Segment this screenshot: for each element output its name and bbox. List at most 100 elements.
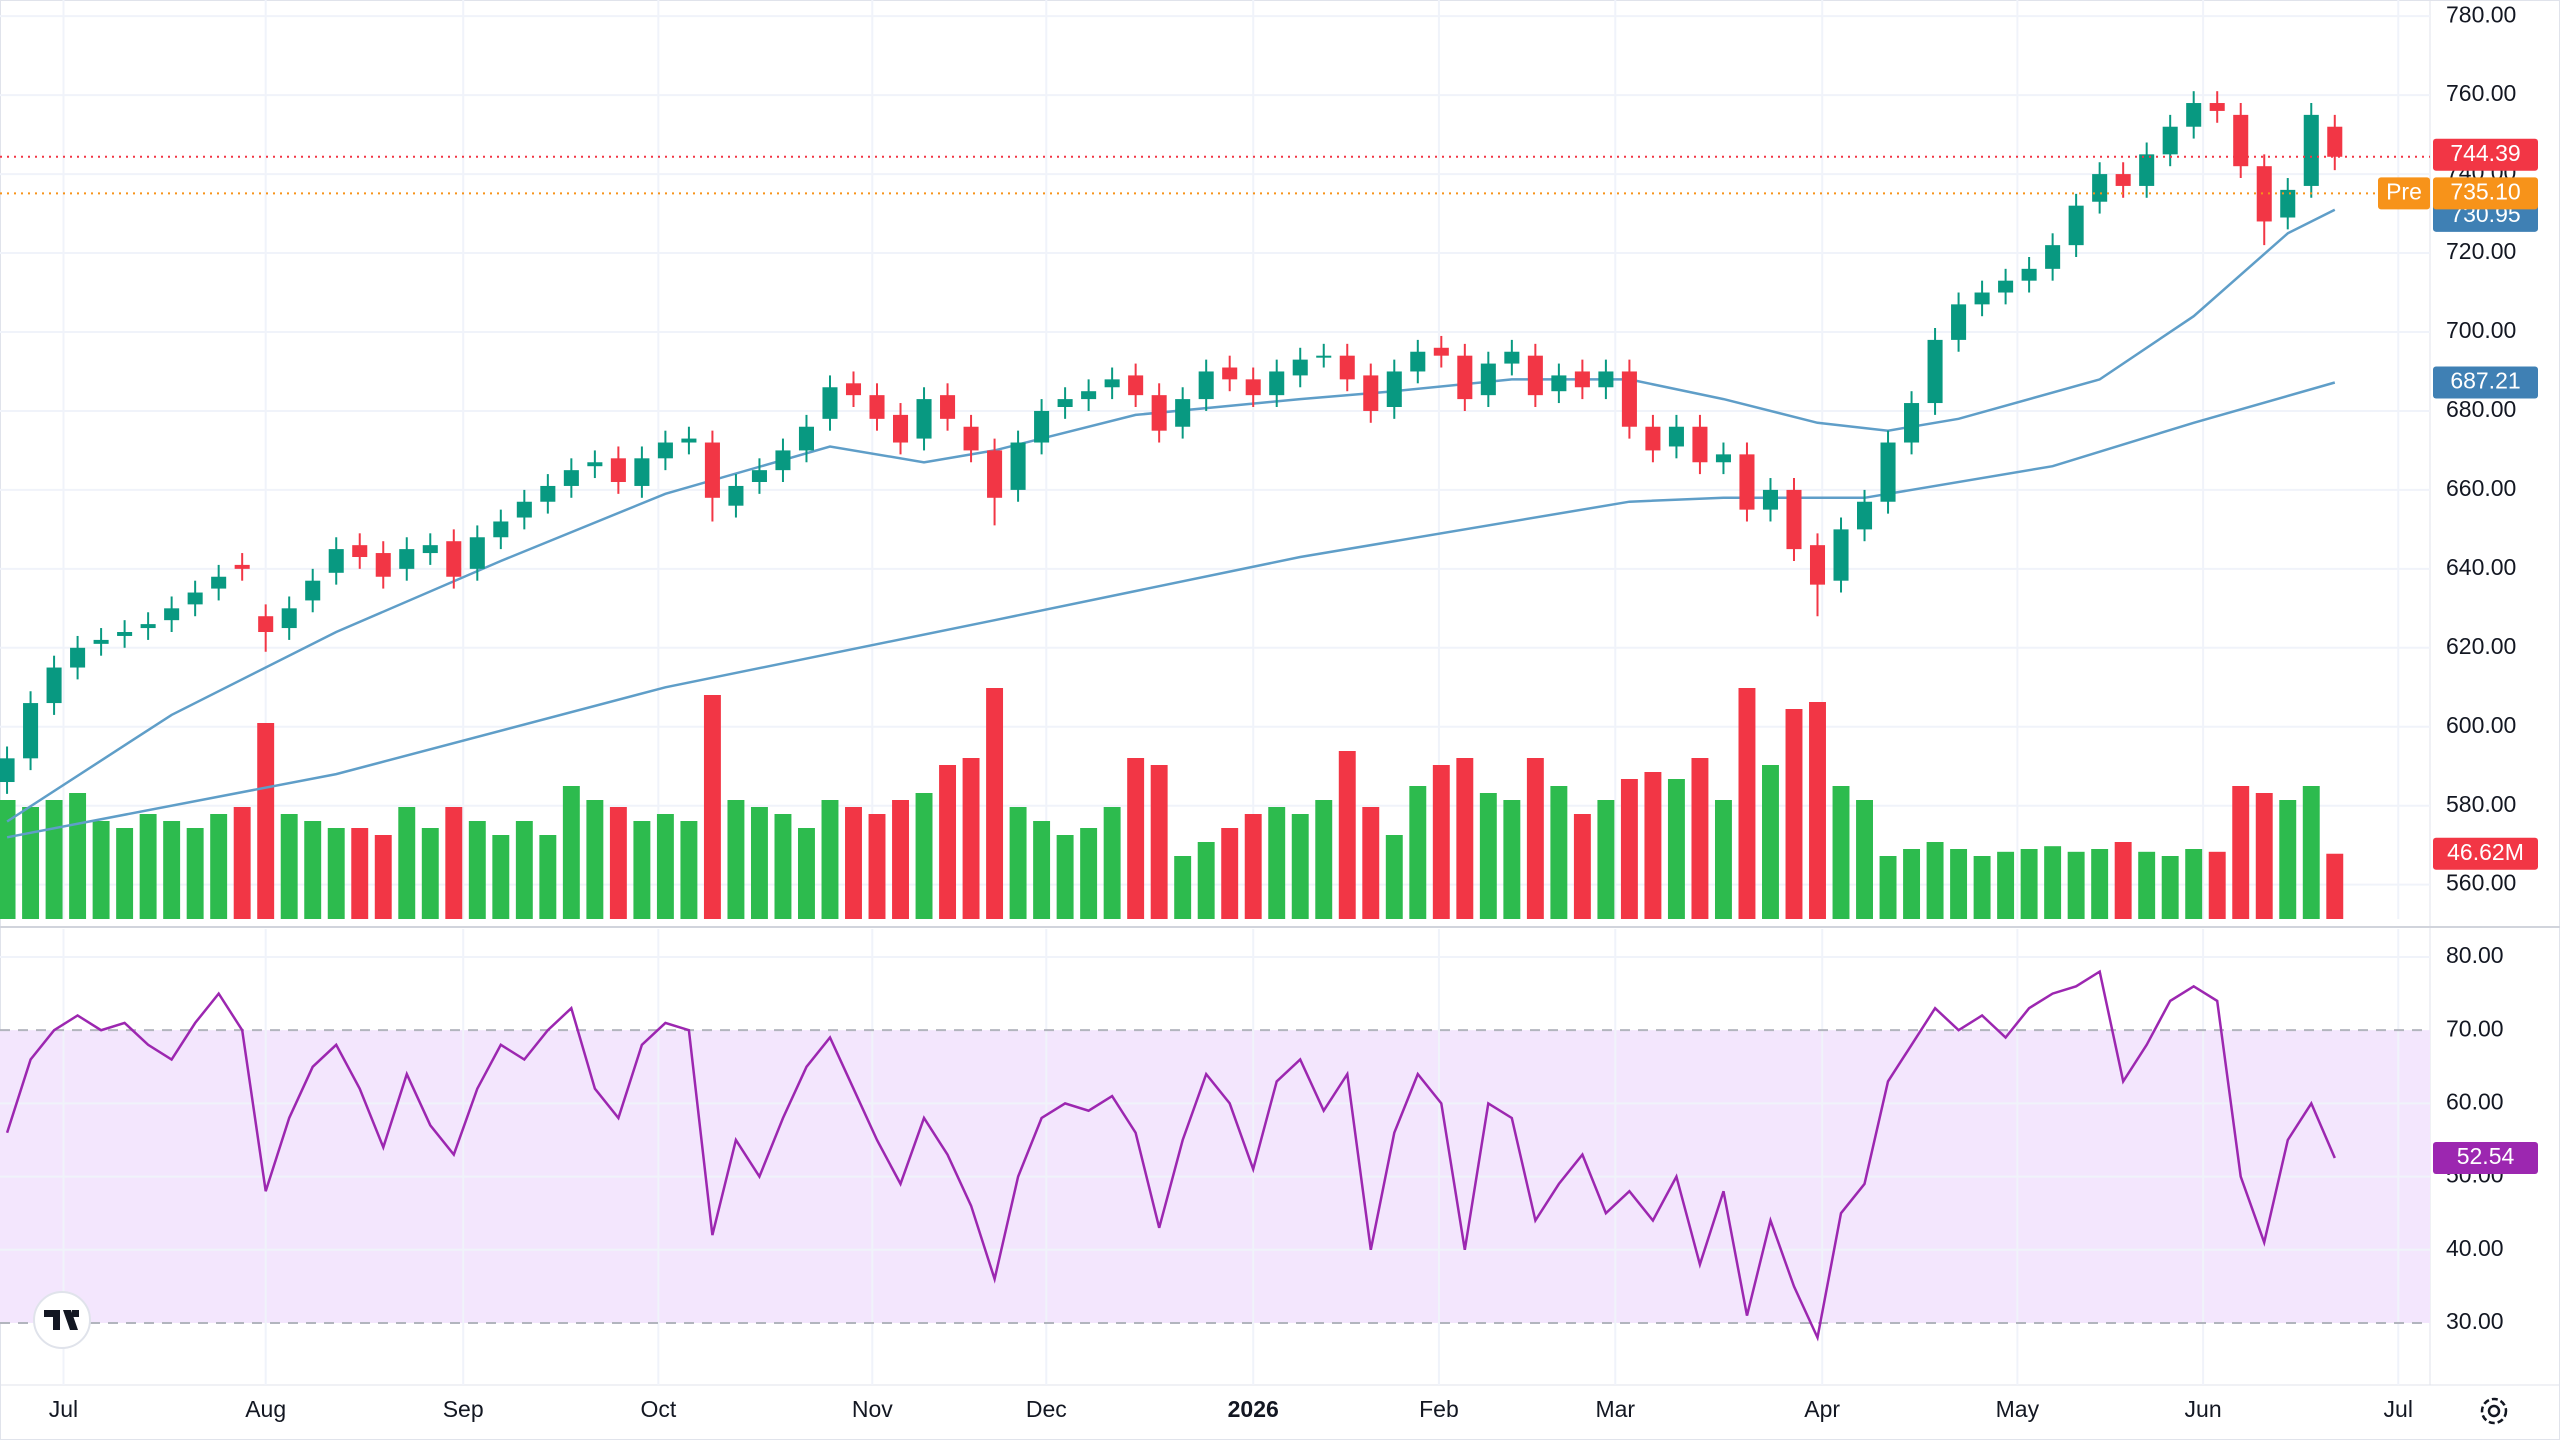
candle-body — [1292, 359, 1308, 376]
volume-bar — [892, 800, 909, 919]
volume-bar — [304, 821, 322, 919]
candle-body — [892, 414, 909, 443]
candle-body — [2233, 114, 2249, 167]
candle-body — [1692, 426, 1708, 463]
candle-body — [305, 580, 321, 601]
volume-bar — [2091, 849, 2109, 919]
candle-body — [1762, 489, 1779, 510]
candle-body — [469, 537, 485, 569]
volume-bar — [1926, 842, 1944, 919]
moving-average-line — [6, 381, 2336, 839]
volume-bar — [1667, 779, 1685, 919]
volume-bar — [1174, 856, 1192, 919]
volume-bar — [1503, 800, 1521, 919]
volume-bar — [1385, 835, 1403, 919]
volume-bar — [1291, 814, 1309, 919]
volume-bar — [1573, 814, 1591, 919]
volume-bar — [1526, 758, 1544, 919]
candle-body — [493, 521, 509, 538]
candle-body — [1998, 280, 2014, 293]
volume-bar — [2185, 849, 2203, 919]
volume-bar — [915, 793, 933, 919]
volume-bar — [656, 814, 674, 919]
candle-body — [1269, 371, 1285, 396]
volume-bar — [2067, 851, 2085, 919]
volume-bar — [1714, 800, 1732, 919]
y-tick-label: 600.00 — [2446, 712, 2516, 738]
volume-bar — [962, 758, 980, 919]
volume-bar — [609, 807, 627, 919]
volume-bar — [374, 835, 392, 919]
candle-body — [2186, 103, 2202, 127]
logo-circle — [33, 1291, 91, 1349]
volume-bar — [1903, 849, 1921, 919]
candle-body — [1621, 371, 1637, 427]
volume-bar — [1432, 765, 1450, 919]
candle-body — [117, 632, 133, 636]
candle-body — [916, 399, 932, 439]
candle-body — [328, 549, 344, 573]
candle-body — [516, 501, 532, 518]
premarket-name-box — [2378, 177, 2430, 210]
volume-bar — [703, 695, 721, 919]
volume-bar — [2302, 786, 2320, 919]
volume-bar — [69, 793, 87, 919]
volume-bar — [586, 800, 604, 919]
volume-bar — [1973, 856, 1991, 919]
volume-bar — [1150, 765, 1168, 919]
candle-body — [728, 485, 744, 506]
rsi-tick-label: 70.00 — [2446, 1015, 2504, 1041]
volume-bar — [233, 807, 251, 919]
volume-bar — [1197, 842, 1215, 919]
volume-bar — [1127, 758, 1145, 919]
candle-body — [211, 576, 227, 589]
candle-body — [1316, 355, 1332, 358]
volume-bar — [798, 828, 815, 919]
volume-bar — [1338, 751, 1356, 919]
volume-bar — [186, 828, 204, 919]
x-tick-label: Apr — [1804, 1396, 1840, 1422]
candle-body — [1857, 501, 1873, 530]
y-tick-label: 720.00 — [2446, 238, 2516, 264]
candle-body — [963, 426, 979, 451]
candle-body — [1386, 371, 1402, 407]
candle-body — [587, 462, 603, 467]
y-tick-label: 680.00 — [2446, 396, 2516, 422]
candle-body — [2162, 126, 2178, 155]
volume-bar — [680, 821, 698, 919]
volume-bar — [1315, 800, 1333, 919]
volume-bar — [845, 807, 862, 919]
volume-bar — [1080, 828, 1098, 919]
volume-bar — [257, 723, 275, 919]
volume-bar — [1479, 793, 1497, 919]
candle-body — [140, 624, 156, 629]
volume-bar — [633, 821, 651, 919]
volume-bar — [727, 800, 745, 919]
volume-bar — [1056, 835, 1074, 919]
candle-body — [2068, 205, 2084, 246]
candle-body — [1175, 399, 1191, 427]
volume-bar — [1856, 800, 1873, 919]
candle-body — [610, 458, 626, 483]
settings-icon[interactable] — [2480, 1397, 2508, 1425]
y-tick-label: 780.00 — [2446, 1, 2516, 27]
ma-value-label: 687.21 — [2450, 368, 2520, 394]
candle-body — [2303, 114, 2319, 186]
volume-bar — [1597, 800, 1615, 919]
candle-body — [1010, 442, 1026, 490]
volume-bar — [1456, 758, 1474, 919]
volume-bar — [868, 814, 886, 919]
x-tick-label: Sep — [443, 1396, 484, 1422]
volume-bar — [774, 814, 792, 919]
volume-bar — [1691, 758, 1709, 919]
candle-body — [1786, 489, 1802, 550]
x-tick-label: Jul — [49, 1396, 78, 1422]
volume-bar — [0, 800, 16, 919]
volume-bar — [1103, 807, 1121, 919]
candle-body — [164, 608, 180, 621]
candle-body — [1880, 442, 1896, 502]
candle-body — [1574, 371, 1590, 388]
candle-body — [1739, 454, 1755, 510]
